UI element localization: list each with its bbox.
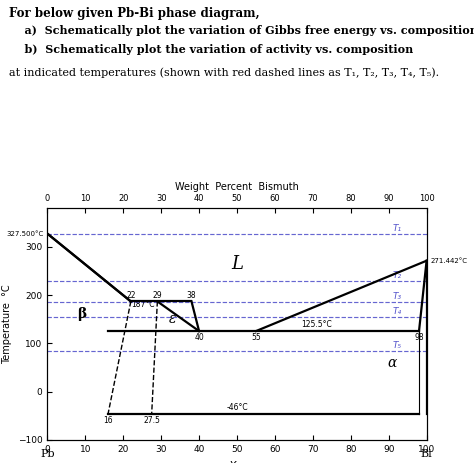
Text: 98: 98 <box>414 333 424 342</box>
X-axis label: $X_{Bi}$: $X_{Bi}$ <box>228 459 246 463</box>
Text: β: β <box>77 307 86 321</box>
Text: Bi: Bi <box>421 450 432 459</box>
Text: T₅: T₅ <box>392 341 401 350</box>
Text: 40: 40 <box>194 333 204 342</box>
Text: 187°C: 187°C <box>131 300 155 309</box>
Text: 38: 38 <box>187 290 196 300</box>
Y-axis label: Temperature  °C: Temperature °C <box>2 284 12 364</box>
Text: T₁: T₁ <box>392 224 401 233</box>
Text: T₃: T₃ <box>392 293 401 301</box>
Text: 29: 29 <box>153 290 162 300</box>
Text: -46°C: -46°C <box>226 403 248 413</box>
Text: 271.442°C: 271.442°C <box>430 258 467 264</box>
Text: T₄: T₄ <box>392 307 401 316</box>
Text: a)  Schematically plot the variation of Gibbs free energy vs. composition: a) Schematically plot the variation of G… <box>9 25 474 37</box>
Text: 55: 55 <box>251 333 261 342</box>
Text: 16: 16 <box>103 416 113 425</box>
Text: L: L <box>231 255 243 273</box>
Text: 125.5°C: 125.5°C <box>301 320 332 329</box>
Text: α: α <box>388 356 397 369</box>
X-axis label: Weight  Percent  Bismuth: Weight Percent Bismuth <box>175 182 299 192</box>
Text: 22: 22 <box>126 290 136 300</box>
Text: b)  Schematically plot the variation of activity vs. composition: b) Schematically plot the variation of a… <box>9 44 414 55</box>
Text: Pb: Pb <box>40 450 55 459</box>
Text: T₂: T₂ <box>392 271 401 280</box>
Text: 27.5: 27.5 <box>143 416 160 425</box>
Text: 327.500°C: 327.500°C <box>6 231 44 237</box>
Text: ε: ε <box>169 312 176 326</box>
Text: at indicated temperatures (shown with red dashed lines as T₁, T₂, T₃, T₄, T₅).: at indicated temperatures (shown with re… <box>9 67 439 78</box>
Text: For below given Pb-Bi phase diagram,: For below given Pb-Bi phase diagram, <box>9 7 260 20</box>
